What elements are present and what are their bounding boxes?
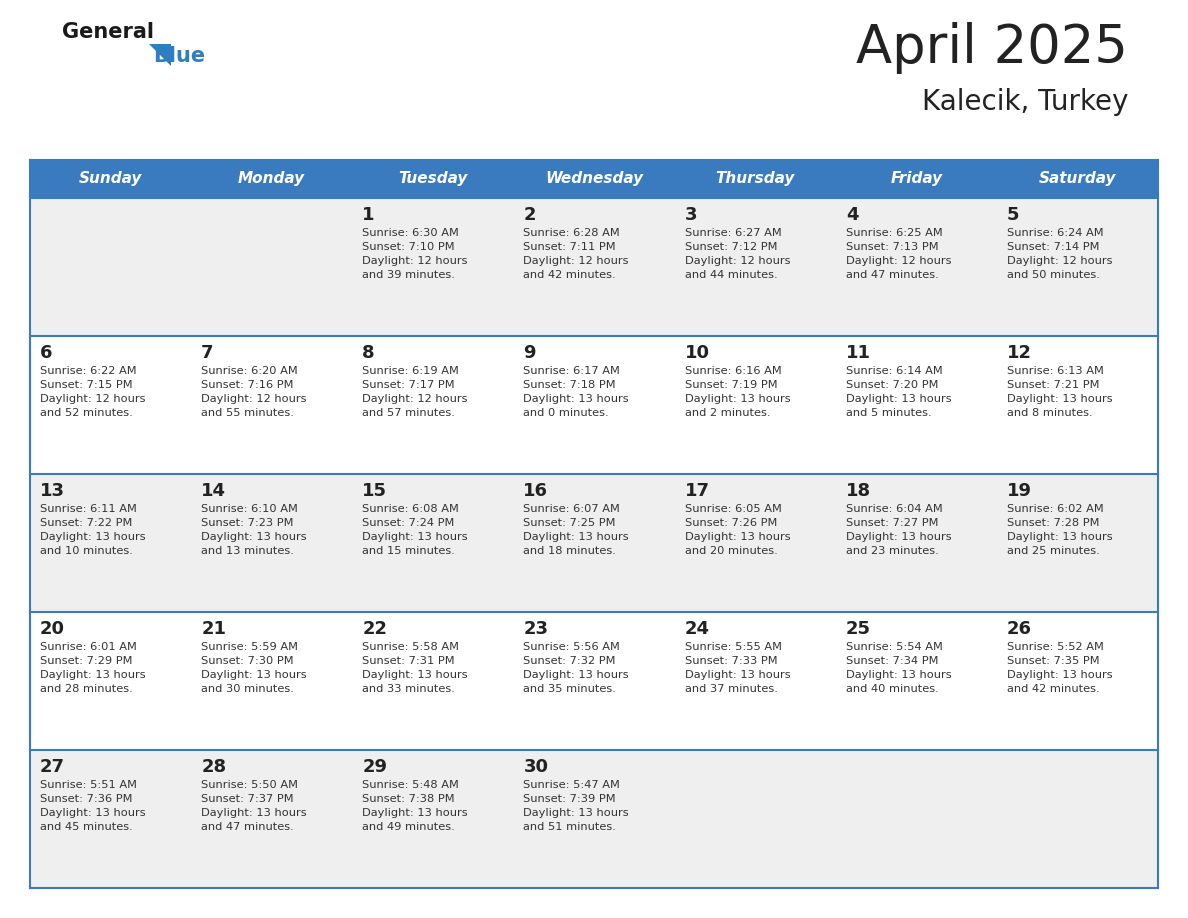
Text: Sunrise: 5:52 AM
Sunset: 7:35 PM
Daylight: 13 hours
and 42 minutes.: Sunrise: 5:52 AM Sunset: 7:35 PM Dayligh…	[1007, 642, 1112, 694]
Text: Sunrise: 5:56 AM
Sunset: 7:32 PM
Daylight: 13 hours
and 35 minutes.: Sunrise: 5:56 AM Sunset: 7:32 PM Dayligh…	[524, 642, 630, 694]
Text: Sunrise: 6:24 AM
Sunset: 7:14 PM
Daylight: 12 hours
and 50 minutes.: Sunrise: 6:24 AM Sunset: 7:14 PM Dayligh…	[1007, 228, 1112, 280]
Text: General: General	[62, 22, 154, 42]
Text: 11: 11	[846, 344, 871, 362]
Polygon shape	[148, 44, 171, 66]
Text: Saturday: Saturday	[1038, 172, 1117, 186]
Text: Sunrise: 6:13 AM
Sunset: 7:21 PM
Daylight: 13 hours
and 8 minutes.: Sunrise: 6:13 AM Sunset: 7:21 PM Dayligh…	[1007, 366, 1112, 418]
Bar	[30, 612, 1158, 750]
Text: Sunrise: 6:14 AM
Sunset: 7:20 PM
Daylight: 13 hours
and 5 minutes.: Sunrise: 6:14 AM Sunset: 7:20 PM Dayligh…	[846, 366, 952, 418]
Text: Sunrise: 6:05 AM
Sunset: 7:26 PM
Daylight: 13 hours
and 20 minutes.: Sunrise: 6:05 AM Sunset: 7:26 PM Dayligh…	[684, 504, 790, 556]
Text: 29: 29	[362, 758, 387, 776]
Text: 3: 3	[684, 206, 697, 224]
Text: 21: 21	[201, 620, 226, 638]
Text: Sunrise: 6:08 AM
Sunset: 7:24 PM
Daylight: 13 hours
and 15 minutes.: Sunrise: 6:08 AM Sunset: 7:24 PM Dayligh…	[362, 504, 468, 556]
Text: 17: 17	[684, 482, 709, 500]
Text: Sunrise: 6:04 AM
Sunset: 7:27 PM
Daylight: 13 hours
and 23 minutes.: Sunrise: 6:04 AM Sunset: 7:27 PM Dayligh…	[846, 504, 952, 556]
Text: Monday: Monday	[238, 172, 305, 186]
Text: Sunrise: 6:17 AM
Sunset: 7:18 PM
Daylight: 13 hours
and 0 minutes.: Sunrise: 6:17 AM Sunset: 7:18 PM Dayligh…	[524, 366, 630, 418]
Text: 14: 14	[201, 482, 226, 500]
Text: Sunrise: 6:28 AM
Sunset: 7:11 PM
Daylight: 12 hours
and 42 minutes.: Sunrise: 6:28 AM Sunset: 7:11 PM Dayligh…	[524, 228, 628, 280]
Bar	[30, 750, 1158, 888]
Bar	[30, 474, 1158, 612]
Text: 13: 13	[40, 482, 65, 500]
Text: 15: 15	[362, 482, 387, 500]
Text: 16: 16	[524, 482, 549, 500]
Text: Sunrise: 6:25 AM
Sunset: 7:13 PM
Daylight: 12 hours
and 47 minutes.: Sunrise: 6:25 AM Sunset: 7:13 PM Dayligh…	[846, 228, 952, 280]
Text: Sunrise: 6:10 AM
Sunset: 7:23 PM
Daylight: 13 hours
and 13 minutes.: Sunrise: 6:10 AM Sunset: 7:23 PM Dayligh…	[201, 504, 307, 556]
Bar	[30, 160, 1158, 198]
Text: 25: 25	[846, 620, 871, 638]
Text: April 2025: April 2025	[857, 22, 1127, 74]
Text: 23: 23	[524, 620, 549, 638]
Text: 22: 22	[362, 620, 387, 638]
Text: Sunrise: 6:22 AM
Sunset: 7:15 PM
Daylight: 12 hours
and 52 minutes.: Sunrise: 6:22 AM Sunset: 7:15 PM Dayligh…	[40, 366, 145, 418]
Text: Tuesday: Tuesday	[398, 172, 468, 186]
Text: Sunrise: 5:47 AM
Sunset: 7:39 PM
Daylight: 13 hours
and 51 minutes.: Sunrise: 5:47 AM Sunset: 7:39 PM Dayligh…	[524, 780, 630, 832]
Text: Sunrise: 6:19 AM
Sunset: 7:17 PM
Daylight: 12 hours
and 57 minutes.: Sunrise: 6:19 AM Sunset: 7:17 PM Dayligh…	[362, 366, 468, 418]
Text: Sunrise: 6:20 AM
Sunset: 7:16 PM
Daylight: 12 hours
and 55 minutes.: Sunrise: 6:20 AM Sunset: 7:16 PM Dayligh…	[201, 366, 307, 418]
Text: Sunrise: 6:30 AM
Sunset: 7:10 PM
Daylight: 12 hours
and 39 minutes.: Sunrise: 6:30 AM Sunset: 7:10 PM Dayligh…	[362, 228, 468, 280]
Text: Sunrise: 5:55 AM
Sunset: 7:33 PM
Daylight: 13 hours
and 37 minutes.: Sunrise: 5:55 AM Sunset: 7:33 PM Dayligh…	[684, 642, 790, 694]
Text: Sunrise: 6:16 AM
Sunset: 7:19 PM
Daylight: 13 hours
and 2 minutes.: Sunrise: 6:16 AM Sunset: 7:19 PM Dayligh…	[684, 366, 790, 418]
Text: Sunrise: 5:54 AM
Sunset: 7:34 PM
Daylight: 13 hours
and 40 minutes.: Sunrise: 5:54 AM Sunset: 7:34 PM Dayligh…	[846, 642, 952, 694]
Text: 8: 8	[362, 344, 375, 362]
Text: Sunday: Sunday	[78, 172, 143, 186]
Text: 4: 4	[846, 206, 858, 224]
Text: Thursday: Thursday	[715, 172, 795, 186]
Text: Sunrise: 6:11 AM
Sunset: 7:22 PM
Daylight: 13 hours
and 10 minutes.: Sunrise: 6:11 AM Sunset: 7:22 PM Dayligh…	[40, 504, 146, 556]
Text: 12: 12	[1007, 344, 1032, 362]
Text: Wednesday: Wednesday	[545, 172, 643, 186]
Text: Sunrise: 6:07 AM
Sunset: 7:25 PM
Daylight: 13 hours
and 18 minutes.: Sunrise: 6:07 AM Sunset: 7:25 PM Dayligh…	[524, 504, 630, 556]
Text: Sunrise: 5:58 AM
Sunset: 7:31 PM
Daylight: 13 hours
and 33 minutes.: Sunrise: 5:58 AM Sunset: 7:31 PM Dayligh…	[362, 642, 468, 694]
Text: 9: 9	[524, 344, 536, 362]
Text: 2: 2	[524, 206, 536, 224]
Text: Sunrise: 6:02 AM
Sunset: 7:28 PM
Daylight: 13 hours
and 25 minutes.: Sunrise: 6:02 AM Sunset: 7:28 PM Dayligh…	[1007, 504, 1112, 556]
Text: Friday: Friday	[890, 172, 942, 186]
Text: 20: 20	[40, 620, 65, 638]
Text: 5: 5	[1007, 206, 1019, 224]
Text: 6: 6	[40, 344, 52, 362]
Text: Sunrise: 5:51 AM
Sunset: 7:36 PM
Daylight: 13 hours
and 45 minutes.: Sunrise: 5:51 AM Sunset: 7:36 PM Dayligh…	[40, 780, 146, 832]
Text: Sunrise: 6:27 AM
Sunset: 7:12 PM
Daylight: 12 hours
and 44 minutes.: Sunrise: 6:27 AM Sunset: 7:12 PM Dayligh…	[684, 228, 790, 280]
Text: Sunrise: 5:50 AM
Sunset: 7:37 PM
Daylight: 13 hours
and 47 minutes.: Sunrise: 5:50 AM Sunset: 7:37 PM Dayligh…	[201, 780, 307, 832]
Text: 30: 30	[524, 758, 549, 776]
Text: 7: 7	[201, 344, 214, 362]
Text: 18: 18	[846, 482, 871, 500]
Text: 27: 27	[40, 758, 65, 776]
Text: 24: 24	[684, 620, 709, 638]
Text: Kalecik, Turkey: Kalecik, Turkey	[922, 88, 1127, 116]
Text: 10: 10	[684, 344, 709, 362]
Bar	[30, 336, 1158, 474]
Text: 26: 26	[1007, 620, 1032, 638]
Text: Sunrise: 5:59 AM
Sunset: 7:30 PM
Daylight: 13 hours
and 30 minutes.: Sunrise: 5:59 AM Sunset: 7:30 PM Dayligh…	[201, 642, 307, 694]
Text: 1: 1	[362, 206, 374, 224]
Text: 28: 28	[201, 758, 226, 776]
Text: 19: 19	[1007, 482, 1032, 500]
Text: Blue: Blue	[153, 46, 206, 66]
Text: Sunrise: 5:48 AM
Sunset: 7:38 PM
Daylight: 13 hours
and 49 minutes.: Sunrise: 5:48 AM Sunset: 7:38 PM Dayligh…	[362, 780, 468, 832]
Bar	[30, 198, 1158, 336]
Text: Sunrise: 6:01 AM
Sunset: 7:29 PM
Daylight: 13 hours
and 28 minutes.: Sunrise: 6:01 AM Sunset: 7:29 PM Dayligh…	[40, 642, 146, 694]
